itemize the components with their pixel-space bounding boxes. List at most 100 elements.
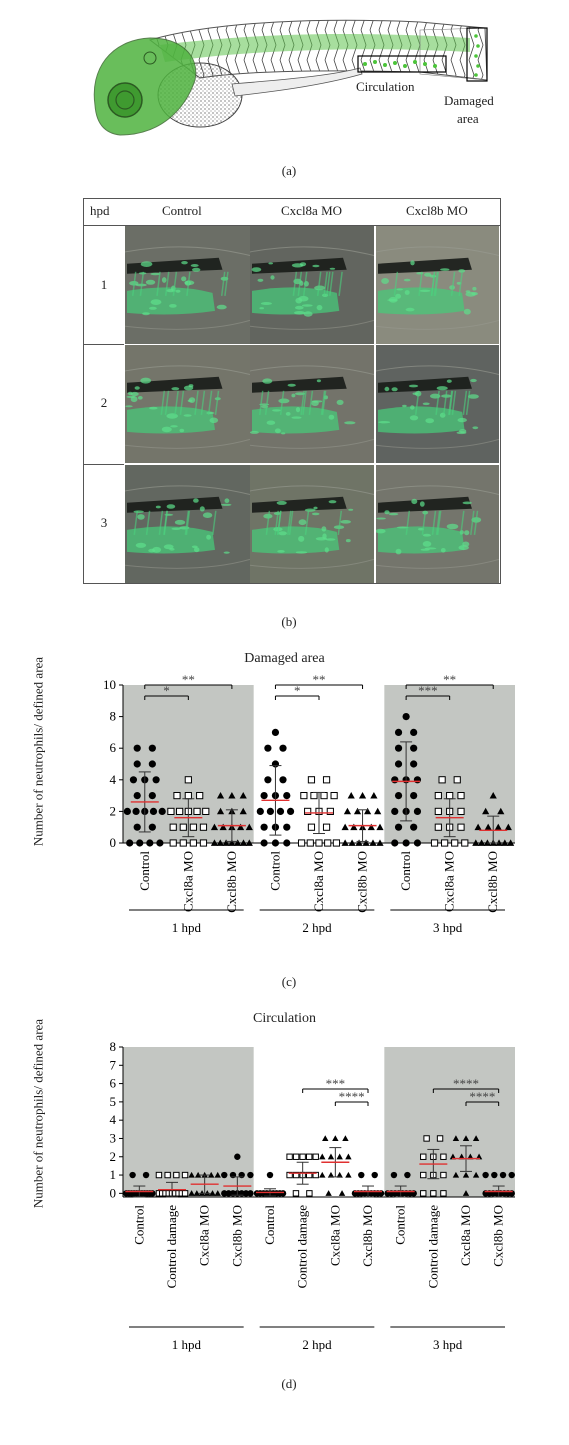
- d-point-10-5: [458, 1153, 465, 1160]
- c-point-1-8: [167, 807, 175, 816]
- c-point-6-3: [394, 823, 403, 831]
- c-point-7-0: [430, 839, 439, 847]
- c-point-6-17: [394, 728, 403, 736]
- d-xtick-label-7: Cxcl8b MO: [360, 1205, 375, 1267]
- d-ytick-label-5: 5: [110, 1094, 117, 1109]
- c-point-7-1: [441, 839, 449, 847]
- d-xtick-label-2: Cxcl8a MO: [197, 1205, 212, 1266]
- c-point-7-2: [451, 839, 459, 847]
- c-point-6-12: [413, 776, 422, 784]
- c-point-8-13: [489, 792, 497, 799]
- c-point-5-3: [362, 839, 370, 846]
- d-point-11-8: [482, 1171, 489, 1179]
- row-divider-2: [84, 464, 124, 465]
- d-point-10-8: [452, 1135, 460, 1142]
- d-point-3-11: [234, 1153, 241, 1160]
- c-point-0-11: [133, 792, 141, 800]
- d-point-1-12: [181, 1171, 189, 1179]
- d-point-2-1: [193, 1190, 201, 1196]
- d-point-2-0: [188, 1190, 195, 1196]
- c-point-0-5: [148, 823, 156, 831]
- c-point-0-16: [133, 760, 141, 768]
- c-point-0-3: [156, 839, 164, 847]
- damaged-annotation: Damaged: [444, 93, 494, 108]
- d-point-0-12: [142, 1171, 150, 1179]
- d-sig-label-1: ****: [339, 1089, 365, 1104]
- d-point-9-5: [440, 1171, 447, 1179]
- c-point-4-2: [315, 839, 323, 847]
- d-point-6-1: [338, 1190, 346, 1196]
- c-ytick-label-2: 2: [110, 803, 117, 818]
- c-point-0-4: [133, 823, 141, 831]
- zebrafish-illustration: [93, 19, 488, 136]
- c-point-6-7: [413, 807, 422, 815]
- c-point-5-10: [376, 823, 384, 831]
- c-point-1-7: [199, 823, 208, 831]
- d-point-9-0: [420, 1190, 427, 1197]
- c-point-0-18: [133, 744, 141, 752]
- micrograph-1-1: [125, 226, 250, 344]
- d-point-6-7: [327, 1153, 335, 1160]
- d-ytick-label-8: 8: [110, 1039, 117, 1054]
- c-point-4-6: [322, 823, 331, 831]
- figure-a: Circulation Damaged area (a): [0, 0, 569, 185]
- d-point-5-8: [292, 1153, 300, 1160]
- c-point-6-15: [394, 744, 403, 752]
- d-point-9-1: [430, 1190, 437, 1197]
- c-point-2-4: [234, 839, 242, 846]
- ylabel-d: Number of neutrophils/ defined area: [30, 1018, 46, 1209]
- c-point-3-16: [264, 744, 272, 752]
- d-point-9-8: [440, 1153, 447, 1160]
- c-point-7-12: [457, 792, 465, 800]
- d-point-2-4: [209, 1190, 216, 1196]
- c-point-4-3: [324, 839, 332, 847]
- c-point-3-9: [286, 807, 295, 815]
- c-point-4-1: [306, 839, 314, 847]
- c-point-1-0: [169, 839, 177, 847]
- d-point-3-7: [221, 1171, 228, 1179]
- d-point-2-7: [194, 1171, 202, 1178]
- row-divider-1: [84, 344, 124, 345]
- c-point-2-8: [219, 823, 227, 831]
- c-point-3-13: [264, 776, 272, 784]
- d-point-6-9: [345, 1153, 352, 1160]
- c-point-5-9: [367, 823, 375, 831]
- title-damaged-area: Damaged area: [244, 651, 325, 666]
- c-point-4-11: [310, 792, 318, 800]
- ylabel-c: Number of neutrophils/ defined area: [30, 656, 46, 847]
- c-point-1-9: [176, 807, 184, 816]
- c-point-0-1: [136, 839, 144, 847]
- d-xtick-label-1: Control damage: [164, 1205, 179, 1289]
- d-point-5-6: [312, 1171, 319, 1179]
- d-point-1-9: [155, 1171, 163, 1179]
- c-point-5-2: [355, 839, 363, 846]
- c-point-6-19: [402, 713, 410, 721]
- title-circulation: Circulation: [253, 1011, 316, 1026]
- d-ytick-label-7: 7: [110, 1057, 117, 1072]
- d-point-6-5: [345, 1171, 352, 1178]
- c-sig-label-0: *: [163, 683, 170, 698]
- c-xtick-label-6: Control: [398, 851, 413, 891]
- c-point-1-14: [184, 792, 192, 800]
- d-xtick-label-5: Control damage: [295, 1205, 310, 1289]
- c-point-7-13: [438, 776, 446, 784]
- c-point-5-6: [341, 823, 349, 831]
- c-point-7-9: [457, 807, 465, 816]
- area-annotation: area: [457, 111, 479, 126]
- c-point-4-10: [300, 792, 308, 800]
- d-sig-label-3: ****: [469, 1089, 495, 1104]
- d-xtick-label-10: Cxcl8a MO: [458, 1205, 473, 1266]
- c-point-7-6: [457, 823, 465, 831]
- d-xtick-label-9: Control damage: [425, 1205, 440, 1289]
- c-point-0-12: [148, 792, 156, 800]
- c-point-1-13: [173, 792, 181, 800]
- d-point-4-8: [279, 1190, 287, 1197]
- d-point-10-3: [472, 1171, 480, 1178]
- c-point-0-0: [126, 839, 134, 847]
- d-xtick-label-6: Cxcl8a MO: [327, 1205, 342, 1266]
- d-point-2-5: [214, 1190, 221, 1196]
- c-xtick-label-0: Control: [137, 851, 152, 891]
- micrograph-1-3: [376, 226, 499, 344]
- c-point-7-7: [434, 807, 442, 816]
- header-divider: [84, 225, 500, 226]
